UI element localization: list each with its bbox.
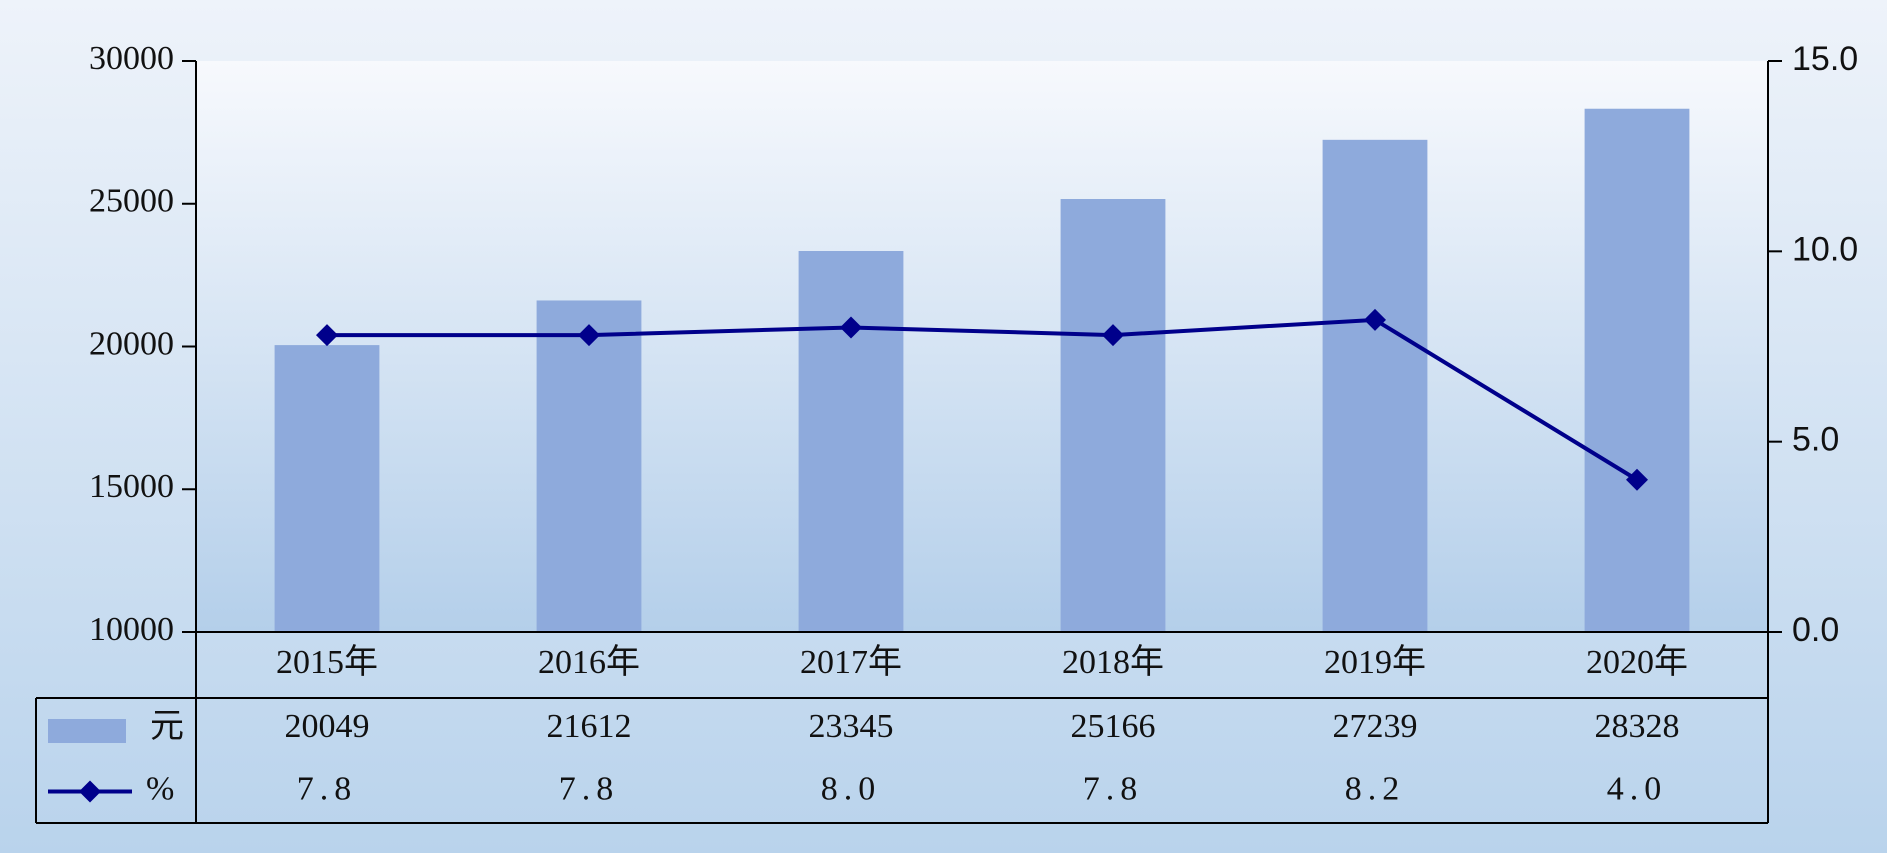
- table-value: 25166: [1071, 708, 1156, 745]
- y2-tick-label: 0.0: [1792, 611, 1839, 649]
- x-tick-label: 2016年: [538, 643, 640, 681]
- y2-tick-label: 10.0: [1792, 230, 1858, 268]
- marker: [1364, 308, 1386, 331]
- table-value: 8.2: [1345, 770, 1406, 807]
- bar: [274, 345, 380, 632]
- marker: [316, 324, 338, 347]
- y2-tick-label: 5.0: [1792, 421, 1839, 459]
- table-value: 28328: [1595, 708, 1680, 745]
- legend-label: 元: [150, 708, 184, 745]
- legend-marker: [79, 780, 101, 803]
- y-tick-label: 30000: [89, 40, 174, 77]
- bar: [798, 251, 904, 632]
- table-value: 4.0: [1607, 770, 1668, 807]
- x-tick-label: 2020年: [1586, 643, 1688, 681]
- x-tick-label: 2018年: [1062, 643, 1164, 681]
- legend-swatch: [48, 719, 126, 743]
- plot-area: [196, 61, 1768, 632]
- line: [327, 317, 1639, 482]
- x-tick-label: 2015年: [276, 643, 378, 681]
- bar: [1060, 199, 1166, 633]
- table-value: 23345: [809, 708, 894, 745]
- x-tick-label: 2019年: [1324, 643, 1426, 681]
- x-tick-label: 2017年: [800, 643, 902, 681]
- bar: [536, 300, 642, 632]
- y-tick-label: 20000: [89, 325, 174, 362]
- table-value: 20049: [285, 708, 370, 745]
- table-value: 21612: [547, 708, 632, 745]
- bar: [1584, 108, 1690, 633]
- legend-label: %: [146, 770, 174, 807]
- table-value: 7.8: [297, 770, 358, 807]
- marker: [1626, 468, 1648, 491]
- table-value: 8.0: [821, 770, 882, 807]
- table-value: 7.8: [1083, 770, 1144, 807]
- marker: [1102, 324, 1124, 347]
- y-tick-label: 10000: [89, 611, 174, 648]
- table-value: 27239: [1333, 708, 1418, 745]
- bar: [1322, 139, 1428, 633]
- y2-tick-label: 15.0: [1792, 40, 1858, 78]
- table-value: 7.8: [559, 770, 620, 807]
- y-tick-label: 15000: [89, 468, 174, 505]
- marker: [840, 316, 862, 339]
- marker: [578, 324, 600, 347]
- y-tick-label: 25000: [89, 183, 174, 220]
